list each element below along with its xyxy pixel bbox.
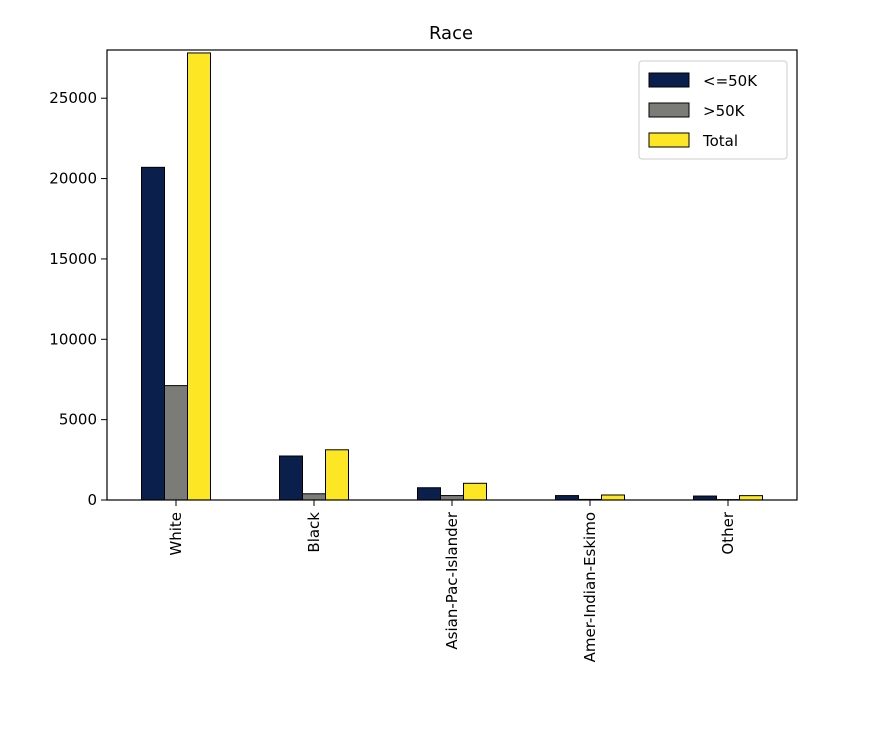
- legend-label: Total: [702, 132, 738, 150]
- y-tick-label: 15000: [49, 250, 97, 268]
- bar-amer-indian-eskimo-series-0: [555, 495, 579, 501]
- bar-asian-pac-islander-series-2: [463, 482, 487, 501]
- x-tick-label: Asian-Pac-Islander: [443, 511, 461, 649]
- y-tick-label: 10000: [49, 330, 97, 348]
- bar-black-series-2: [325, 449, 349, 501]
- legend: <=50K >50K Total: [638, 60, 788, 160]
- legend-label: <=50K: [703, 72, 758, 90]
- legend-label: >50K: [703, 102, 746, 120]
- bar-asian-pac-islander-series-0: [417, 487, 441, 501]
- bar-amer-indian-eskimo-series-2: [601, 494, 625, 501]
- bar-asian-pac-islander-series-1: [440, 495, 464, 501]
- bar-black-series-0: [279, 455, 303, 501]
- x-axis: White Black Asian-Pac-Islander Amer-Indian-…: [167, 500, 737, 662]
- bar-white-series-1: [164, 385, 188, 501]
- bar-other-series-2: [739, 495, 763, 501]
- bar-black-series-1: [302, 493, 326, 501]
- x-tick-label: Amer-Indian-Eskimo: [581, 512, 599, 662]
- y-tick-label: 0: [87, 491, 97, 509]
- y-tick-label: 5000: [59, 411, 97, 429]
- plot-frame: [106, 49, 798, 501]
- bar-white-series-0: [141, 166, 165, 501]
- x-tick-label: White: [167, 512, 185, 556]
- bars-layer: [141, 52, 763, 501]
- bar-white-series-2: [187, 52, 211, 501]
- y-tick-label: 20000: [49, 170, 97, 188]
- chart-title: Race: [429, 23, 473, 44]
- y-tick-label: 25000: [49, 89, 97, 107]
- y-axis: 0 5000 10000 15000 20000 25000: [49, 89, 107, 509]
- x-tick-label: Other: [719, 511, 737, 554]
- legend-swatch: [648, 72, 690, 88]
- x-tick-label: Black: [305, 512, 323, 553]
- legend-swatch: [648, 132, 690, 148]
- legend-swatch: [648, 102, 690, 118]
